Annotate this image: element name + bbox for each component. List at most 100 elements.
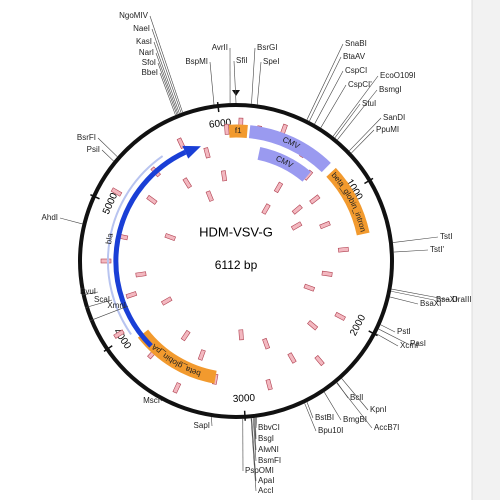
enzyme-leader: [376, 333, 399, 347]
site-box: [309, 194, 321, 205]
enzyme-leader: [89, 305, 129, 322]
enzyme-leader: [304, 403, 317, 432]
enzyme-leader: [351, 129, 375, 154]
enzyme-leader: [393, 249, 429, 253]
enzyme-label: CspCI: [345, 66, 367, 75]
enzyme-label: ScaI: [94, 295, 110, 304]
enzyme-label: AvrII: [212, 43, 228, 52]
enzyme-leader: [252, 418, 257, 462]
site-box: [110, 187, 123, 197]
enzyme-label: BsmgI: [379, 85, 402, 94]
enzyme-label: PasI: [410, 339, 426, 348]
enzyme-label: CspCI': [348, 80, 372, 89]
feature-label: bla: [104, 232, 115, 245]
site-box: [100, 258, 112, 264]
scale-tick: [90, 193, 100, 200]
feature-shadow: [107, 155, 164, 335]
site-box: [197, 349, 206, 361]
enzyme-leader: [151, 28, 182, 113]
enzyme-leader: [253, 417, 257, 451]
site-box: [287, 352, 297, 364]
enzyme-leader: [323, 391, 342, 421]
enzyme-label: BclI: [350, 393, 363, 402]
enzyme-label: SfiI: [236, 56, 248, 65]
enzyme-leader: [380, 324, 396, 333]
feature-arc: [113, 149, 187, 348]
enzyme-label: BbvCI: [258, 423, 280, 432]
feature-label-path: bla: [104, 232, 115, 245]
enzyme-label: ApaI: [258, 476, 274, 485]
enzyme-label: AlwNI: [258, 445, 279, 454]
enzyme-label: BsmFI: [258, 456, 281, 465]
site-box: [290, 221, 303, 231]
enzyme-leader: [160, 399, 163, 402]
enzyme-leader: [349, 117, 382, 152]
enzyme-leader: [101, 149, 114, 162]
feature-arc: [248, 125, 331, 173]
backbone: [78, 103, 394, 419]
site-box: [265, 378, 273, 391]
enzyme-leader: [159, 72, 176, 116]
enzyme-leader: [332, 75, 379, 137]
enzyme-leader: [255, 417, 257, 429]
enzyme-label: BstBI: [315, 413, 334, 422]
site-box: [321, 270, 333, 277]
enzyme-leader: [250, 418, 257, 492]
enzyme-leader: [153, 41, 180, 114]
enzyme-label: Bpu10I: [318, 426, 343, 435]
enzyme-leader: [389, 296, 419, 305]
site-box: [303, 283, 316, 292]
enzyme-leader: [59, 217, 83, 225]
enzyme-label: KasI: [136, 37, 152, 46]
enzyme-label: PvuI: [80, 287, 96, 296]
enzyme-leader: [341, 378, 369, 411]
feature-label-path: f1: [235, 126, 242, 135]
enzyme-label: BsaXI': [420, 299, 443, 308]
enzyme-label: SfoI: [142, 58, 156, 67]
enzyme-label: TstI': [430, 245, 444, 254]
feature-arc: [326, 167, 370, 236]
enzyme-label: DraIII: [452, 295, 472, 304]
enzyme-leader: [336, 382, 373, 429]
site-box: [182, 177, 193, 189]
enzyme-leader: [255, 417, 257, 440]
site-box: [180, 329, 191, 342]
enzyme-label: PspOMI: [245, 466, 274, 475]
feature-arc: [257, 147, 311, 182]
enzyme-label: BsaXI: [436, 295, 457, 304]
site-box: [160, 296, 173, 306]
enzyme-label: BsgI: [258, 434, 274, 443]
enzyme-leader: [391, 290, 435, 301]
enzyme-leader: [211, 417, 213, 427]
enzyme-leader: [157, 62, 178, 115]
enzyme-label: TstI: [440, 232, 452, 241]
enzyme-label: BtaAV: [343, 52, 366, 61]
site-box: [146, 194, 158, 205]
feature-arrow: [182, 145, 201, 159]
enzyme-leader: [209, 61, 215, 105]
enzyme-leader: [314, 70, 344, 125]
site-box: [307, 320, 319, 331]
site-box: [164, 233, 176, 242]
enzyme-label: EcoO109I: [380, 71, 416, 80]
enzyme-label: BsrFI: [77, 133, 96, 142]
enzyme-leader: [251, 47, 256, 104]
scale-tick: [243, 410, 246, 421]
enzyme-label: MscI: [143, 396, 160, 405]
enzyme-leader: [320, 84, 347, 128]
enzyme-leader: [391, 288, 451, 301]
scale-tick: [364, 177, 374, 185]
scale-tick: [216, 101, 220, 113]
enzyme-label: XcmI: [400, 341, 418, 350]
enzyme-leader: [378, 328, 409, 345]
site-box: [221, 170, 228, 182]
site-box: [262, 337, 271, 350]
site-box: [203, 147, 211, 159]
site-box: [238, 329, 244, 341]
site-box: [261, 203, 271, 215]
enzyme-leader: [84, 299, 113, 309]
site-box: [125, 291, 138, 299]
enzyme-leader: [256, 61, 262, 105]
